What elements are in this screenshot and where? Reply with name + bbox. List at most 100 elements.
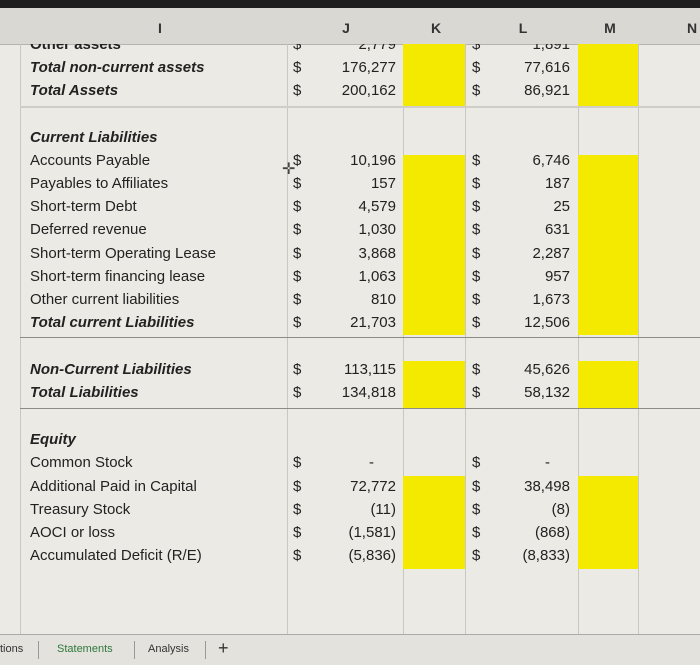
value-cell-l[interactable]: - xyxy=(545,454,550,471)
value-cell-l[interactable]: (8,833) xyxy=(522,547,570,564)
divider xyxy=(20,408,700,409)
section-header[interactable]: Current Liabilities xyxy=(30,129,158,146)
add-sheet-button[interactable]: + xyxy=(218,638,229,658)
dollar-sign: $ xyxy=(472,501,481,518)
dollar-sign: $ xyxy=(472,36,481,53)
dollar-sign: $ xyxy=(472,384,481,401)
value-cell-j[interactable]: 810 xyxy=(370,291,396,308)
row-label[interactable]: Payables to Affiliates xyxy=(30,175,169,192)
divider xyxy=(20,337,700,338)
section-header[interactable]: Equity xyxy=(30,431,76,448)
value-cell-j[interactable]: 113,115 xyxy=(344,361,396,378)
row-label[interactable]: Short-term financing lease xyxy=(30,268,206,285)
value-cell-l[interactable]: 187 xyxy=(544,175,570,192)
column-header-k[interactable]: K xyxy=(430,20,442,36)
value-cell-l[interactable]: (8) xyxy=(551,501,570,518)
highlight-cell-m-equity[interactable] xyxy=(578,476,638,569)
tab-separator xyxy=(134,641,135,659)
row-label[interactable]: Short-term Debt xyxy=(30,198,137,215)
value-cell-l[interactable]: 45,626 xyxy=(524,361,570,378)
highlight-cell-m-noncurrent[interactable] xyxy=(578,361,638,408)
grid-line xyxy=(403,44,404,634)
value-cell-l[interactable]: 631 xyxy=(544,221,570,238)
dollar-sign: $ xyxy=(472,524,481,541)
row-label[interactable]: Total Assets xyxy=(30,82,119,99)
dollar-sign: $ xyxy=(472,245,481,262)
dollar-sign: $ xyxy=(472,59,481,76)
row-label[interactable]: Total non-current assets xyxy=(30,59,205,76)
value-cell-j[interactable]: 1,063 xyxy=(358,268,396,285)
row-label[interactable]: AOCI or loss xyxy=(30,524,116,541)
value-cell-l[interactable]: 1,673 xyxy=(532,291,570,308)
row-label[interactable]: Other current liabilities xyxy=(30,291,180,308)
value-cell-j[interactable]: 72,772 xyxy=(350,478,396,495)
row-label[interactable]: Accumulated Deficit (R/E) xyxy=(30,547,202,564)
sheet-tab-partial[interactable]: tions xyxy=(0,643,24,655)
value-cell-l[interactable]: 86,921 xyxy=(524,82,570,99)
highlight-cell-k-noncurrent[interactable] xyxy=(403,361,465,408)
dollar-sign: $ xyxy=(293,291,302,308)
dollar-sign: $ xyxy=(293,501,302,518)
value-cell-l[interactable]: 58,132 xyxy=(524,384,570,401)
row-label[interactable]: Total Liabilities xyxy=(30,384,139,401)
value-cell-l[interactable]: 1,891 xyxy=(532,36,570,53)
value-cell-j[interactable]: 157 xyxy=(370,175,396,192)
row-label[interactable]: Accounts Payable xyxy=(30,152,151,169)
dollar-sign: $ xyxy=(472,175,481,192)
value-cell-l[interactable]: 12,506 xyxy=(524,314,570,331)
grid-line xyxy=(638,44,639,634)
row-label[interactable]: Short-term Operating Lease xyxy=(30,245,216,262)
sheet-tab-statements[interactable]: Statements xyxy=(57,643,113,655)
row-label[interactable]: Other assets xyxy=(30,36,121,53)
value-cell-l[interactable]: 77,616 xyxy=(524,59,570,76)
value-cell-l[interactable]: 2,287 xyxy=(532,245,570,262)
value-cell-j[interactable]: 1,030 xyxy=(358,221,396,238)
dollar-sign: $ xyxy=(472,361,481,378)
column-header-l[interactable]: L xyxy=(518,20,528,36)
highlight-cell-k-current[interactable] xyxy=(403,155,465,335)
dollar-sign: $ xyxy=(293,268,302,285)
value-cell-j[interactable]: 134,818 xyxy=(341,384,396,401)
dollar-sign: $ xyxy=(293,152,302,169)
value-cell-j[interactable]: 21,703 xyxy=(350,314,396,331)
highlight-cell-k-assets[interactable] xyxy=(403,44,465,106)
value-cell-j[interactable]: 10,196 xyxy=(350,152,396,169)
dollar-sign: $ xyxy=(472,314,481,331)
dollar-sign: $ xyxy=(293,82,302,99)
highlight-cell-k-equity[interactable] xyxy=(403,476,465,569)
row-label[interactable]: Treasury Stock xyxy=(30,501,131,518)
value-cell-j[interactable]: (1,581) xyxy=(348,524,396,541)
row-label[interactable]: Non-Current Liabilities xyxy=(30,361,192,378)
divider xyxy=(20,106,700,108)
value-cell-j[interactable]: 2,779 xyxy=(358,36,396,53)
value-cell-l[interactable]: 957 xyxy=(544,268,570,285)
value-cell-j[interactable]: 176,277 xyxy=(341,59,396,76)
row-label[interactable]: Total current Liabilities xyxy=(30,314,195,331)
sheet-tab-analysis[interactable]: Analysis xyxy=(148,643,189,655)
grid-line xyxy=(287,44,288,634)
value-cell-j[interactable]: (11) xyxy=(370,501,396,518)
dollar-sign: $ xyxy=(472,454,481,471)
row-label[interactable]: Additional Paid in Capital xyxy=(30,478,197,495)
grid-line xyxy=(20,44,21,634)
value-cell-j[interactable]: - xyxy=(369,454,374,471)
value-cell-l[interactable]: 6,746 xyxy=(532,152,570,169)
dollar-sign: $ xyxy=(472,268,481,285)
value-cell-j[interactable]: 200,162 xyxy=(341,82,396,99)
value-cell-j[interactable]: 3,868 xyxy=(358,245,396,262)
highlight-cell-m-current[interactable] xyxy=(578,155,638,335)
highlight-cell-m-assets[interactable] xyxy=(578,44,638,106)
column-header-j[interactable]: J xyxy=(342,20,350,36)
value-cell-l[interactable]: 25 xyxy=(553,198,570,215)
value-cell-l[interactable]: (868) xyxy=(534,524,570,541)
value-cell-j[interactable]: (5,836) xyxy=(348,547,396,564)
value-cell-l[interactable]: 38,498 xyxy=(524,478,570,495)
dollar-sign: $ xyxy=(293,314,302,331)
row-label[interactable]: Deferred revenue xyxy=(30,221,147,238)
row-label[interactable]: Common Stock xyxy=(30,454,133,471)
value-cell-j[interactable]: 4,579 xyxy=(358,198,396,215)
window-top-bar xyxy=(0,0,700,8)
column-header-m[interactable]: M xyxy=(604,20,616,36)
column-header-i[interactable]: I xyxy=(158,20,162,36)
column-header-n[interactable]: N xyxy=(686,20,698,36)
